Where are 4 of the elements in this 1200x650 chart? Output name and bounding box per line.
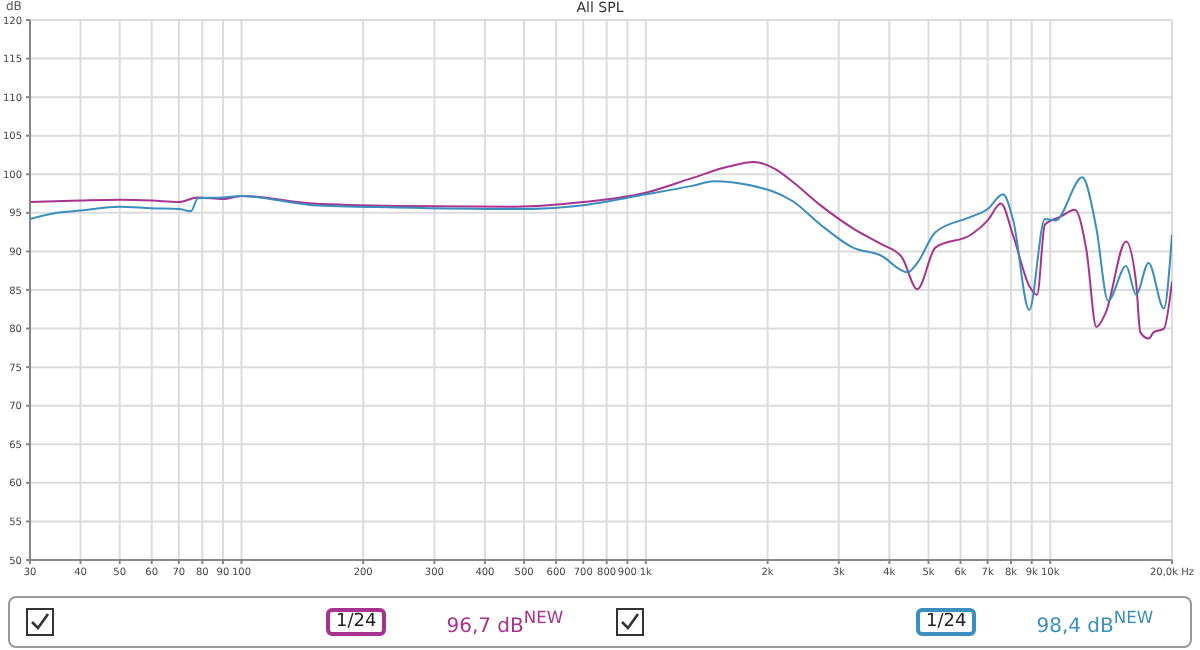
text: 1/24 — [326, 607, 387, 636]
text: 96,7 dB$^{NEW}$ — [446, 606, 564, 638]
text: 1/24 — [916, 607, 977, 636]
text: 98,4 dB$^{NEW}$ — [1036, 606, 1154, 638]
